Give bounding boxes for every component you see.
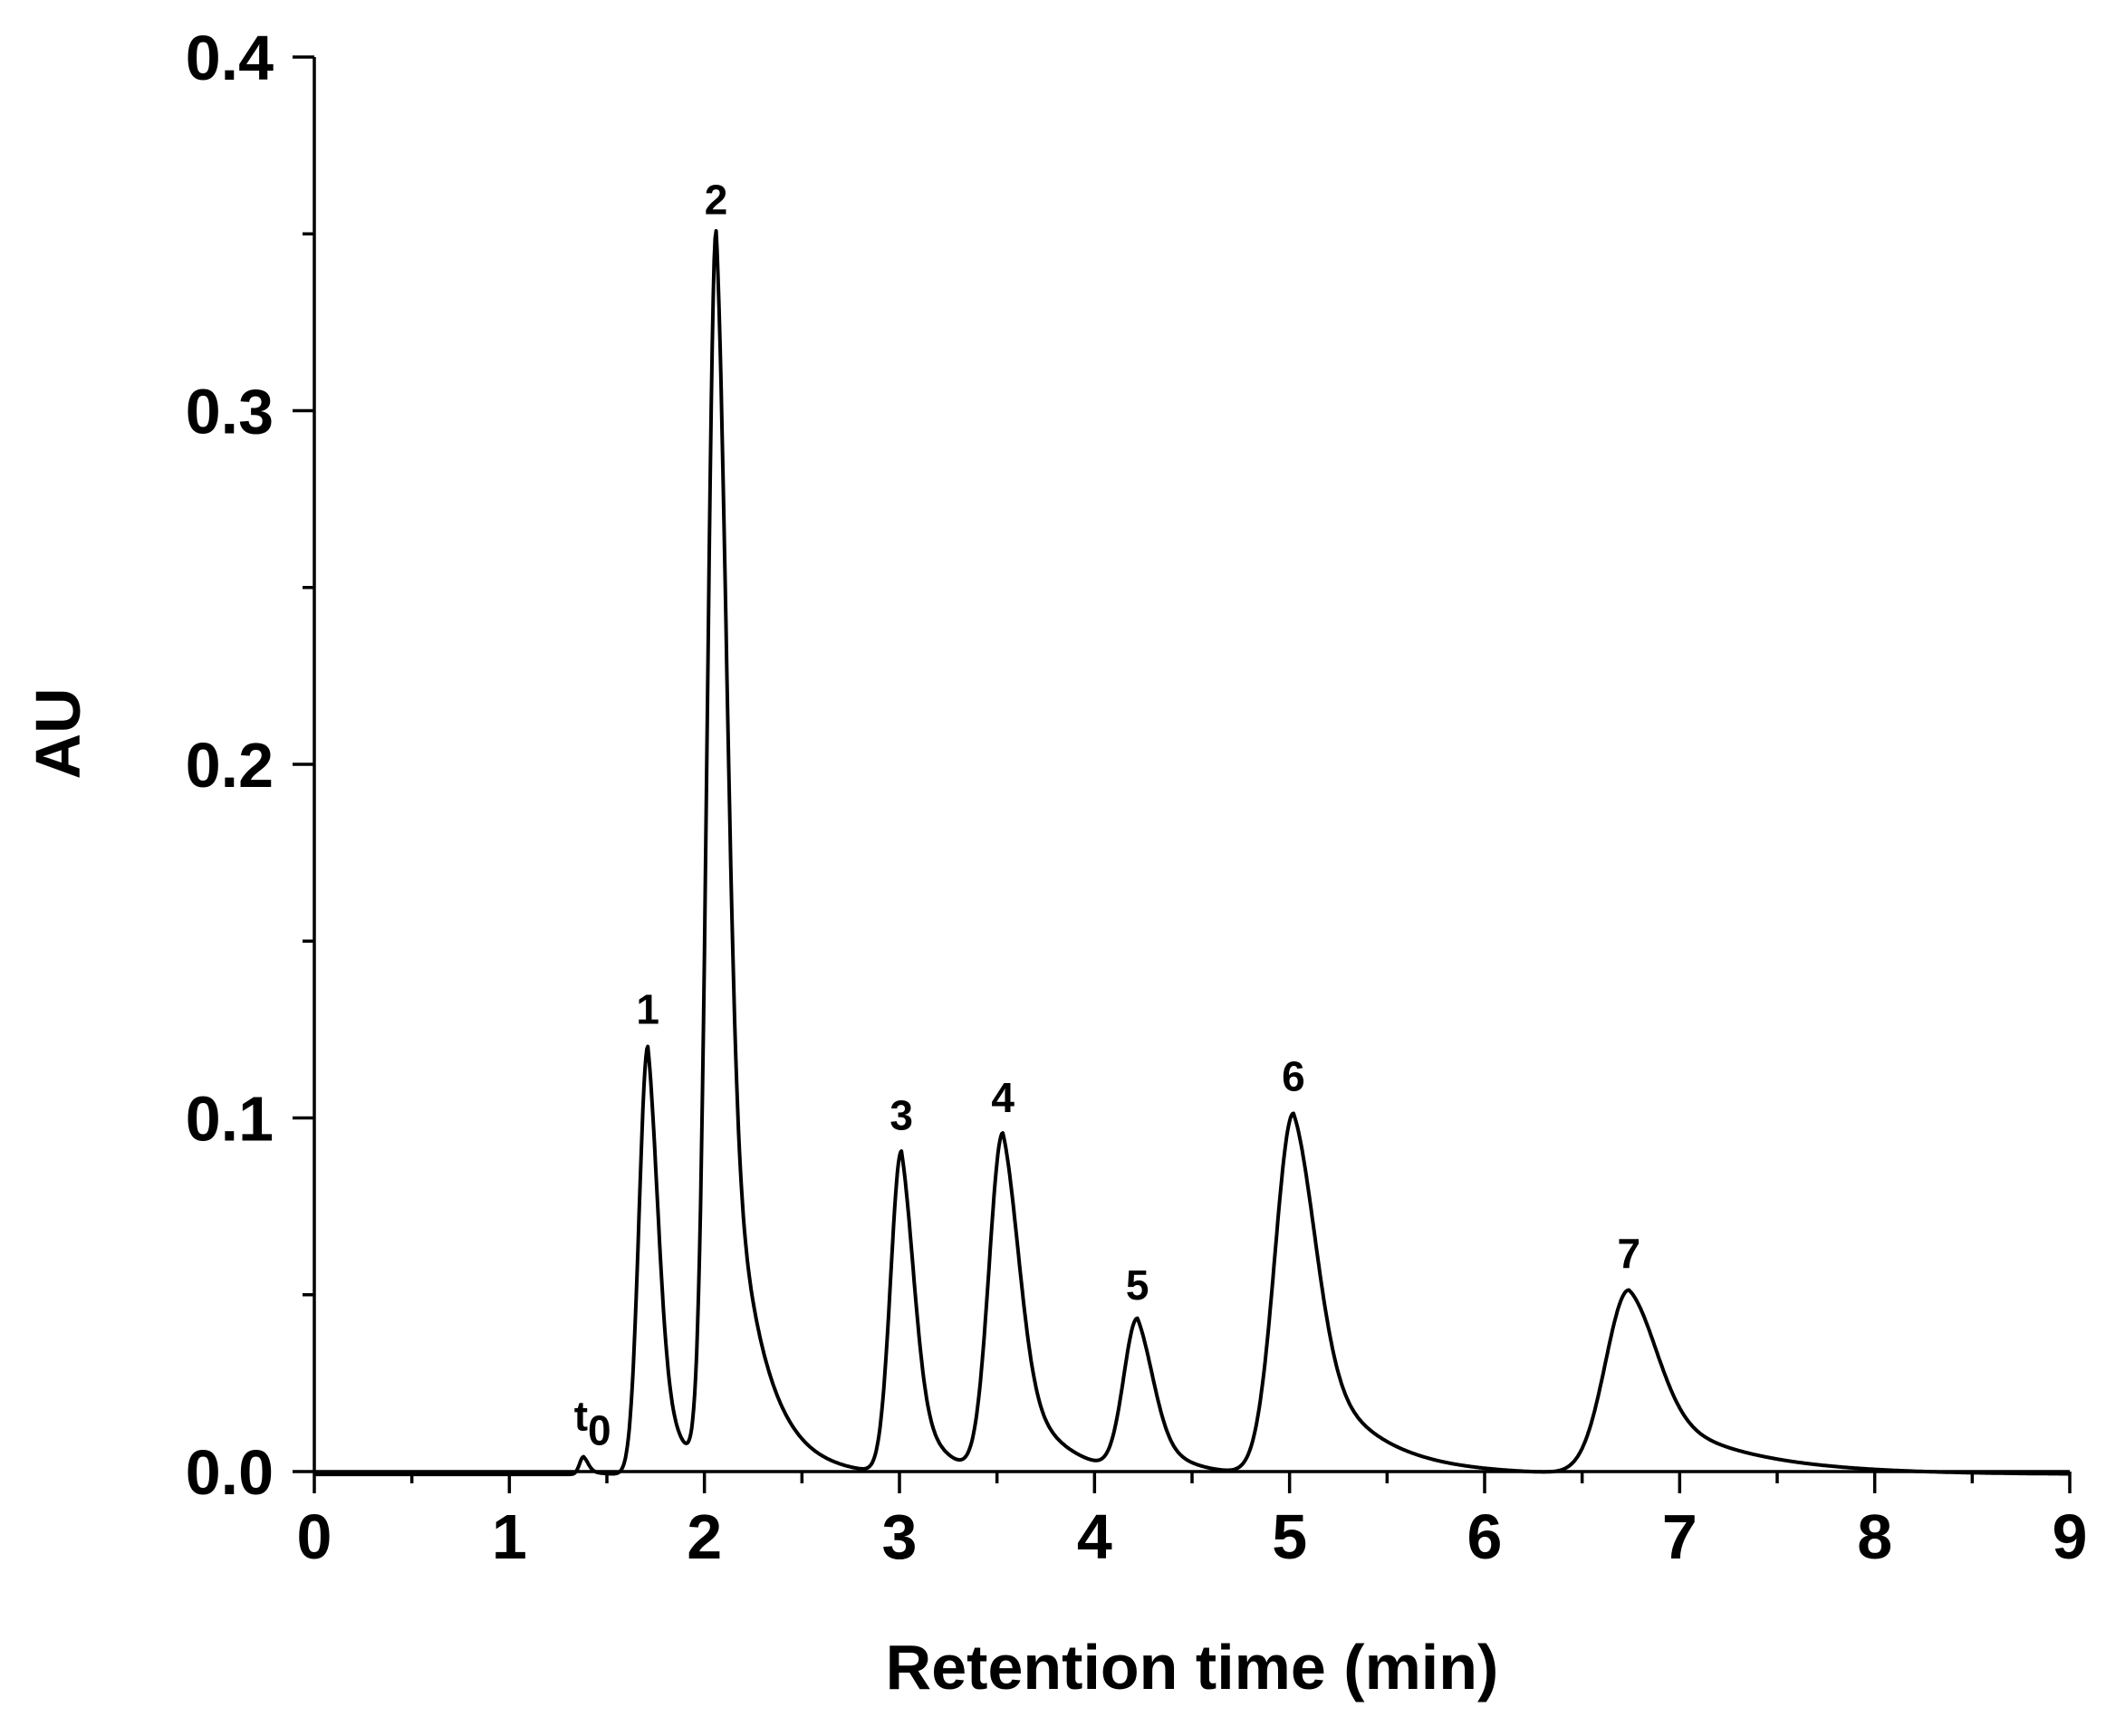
y-tick-label: 0.0 xyxy=(186,1437,274,1508)
peak-label: t0 xyxy=(574,1392,611,1453)
y-tick-label: 0.2 xyxy=(186,730,274,801)
x-tick-label: 1 xyxy=(492,1501,527,1572)
x-tick-label: 8 xyxy=(1857,1501,1892,1572)
x-tick-label: 5 xyxy=(1272,1501,1307,1572)
peak-label: 2 xyxy=(705,176,728,223)
y-tick-label: 0.4 xyxy=(186,23,274,93)
label-layer: 0 1 2 3 4 5 6 7 8 9 0.0 0.1 0.2 0.3 0.4 t0 1 2 3 4 5 6 7 xyxy=(186,23,2088,1572)
tick-layer xyxy=(293,55,2072,1493)
x-tick-label: 6 xyxy=(1467,1501,1503,1572)
x-tick-label: 9 xyxy=(2053,1501,2088,1572)
peak-label: 6 xyxy=(1282,1053,1305,1100)
x-tick-label: 3 xyxy=(882,1501,918,1572)
y-tick-label: 0.3 xyxy=(186,377,274,447)
x-axis-title: Retention time (min) xyxy=(886,1632,1499,1702)
peak-label: 1 xyxy=(636,985,659,1032)
x-tick-label: 0 xyxy=(297,1501,332,1572)
y-axis-title: AU xyxy=(23,687,93,779)
x-tick-label: 4 xyxy=(1077,1501,1112,1572)
y-tick-label: 0.1 xyxy=(186,1084,274,1155)
peak-label: 4 xyxy=(991,1074,1015,1121)
peak-label: 3 xyxy=(890,1092,913,1139)
x-tick-label: 7 xyxy=(1662,1501,1697,1572)
x-tick-label: 2 xyxy=(687,1501,722,1572)
peak-label: 5 xyxy=(1126,1261,1149,1309)
chromatogram-trace xyxy=(313,229,2071,1477)
peak-label: 7 xyxy=(1618,1230,1641,1277)
